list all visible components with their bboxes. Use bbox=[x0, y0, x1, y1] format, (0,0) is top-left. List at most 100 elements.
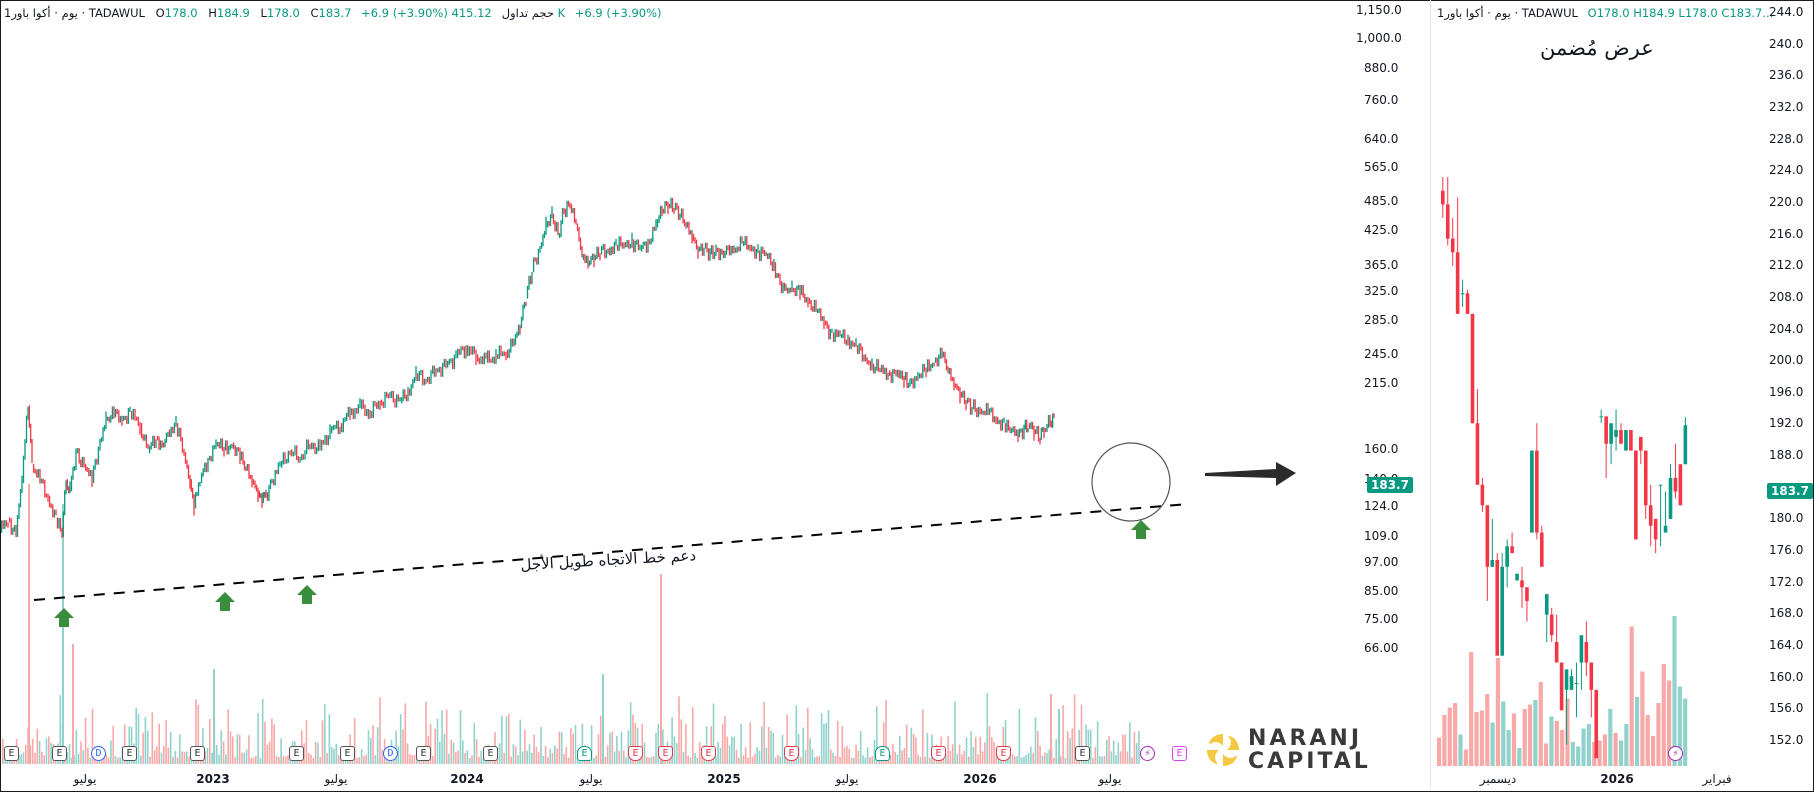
price-tick: 565.0 bbox=[1364, 160, 1399, 174]
embedded-legend: 1يوم · أكوا باور · TADAWUL O178.0 H184.9… bbox=[1437, 6, 1773, 20]
price-tick: 216.0 bbox=[1769, 227, 1804, 241]
time-tick: 2025 bbox=[707, 772, 741, 786]
earnings-event-icon[interactable]: E bbox=[784, 746, 799, 761]
open-label: O bbox=[155, 6, 165, 20]
embedded-chart-canvas[interactable] bbox=[1431, 0, 1814, 790]
time-tick: يوليو bbox=[1098, 772, 1122, 786]
price-tick: 208.0 bbox=[1769, 290, 1804, 304]
time-tick: ديسمبر bbox=[1479, 772, 1517, 786]
earnings-event-icon[interactable]: E bbox=[1172, 746, 1187, 761]
price-tick: 245.0 bbox=[1364, 347, 1399, 361]
price-tick: 365.0 bbox=[1364, 258, 1399, 272]
price-tick: 172.0 bbox=[1769, 575, 1804, 589]
price-tick: 152.0 bbox=[1769, 733, 1804, 747]
time-tick: 2024 bbox=[450, 772, 484, 786]
change-value: +6.9 (+3.90%) bbox=[361, 6, 448, 20]
earnings-event-icon[interactable]: E bbox=[658, 746, 673, 761]
low-value: 178.0 bbox=[266, 6, 300, 20]
price-tick: 232.0 bbox=[1769, 100, 1804, 114]
price-tick: 240.0 bbox=[1769, 37, 1804, 51]
dividend-event-icon[interactable]: D bbox=[383, 746, 398, 761]
logo-line1: NARANJ bbox=[1248, 726, 1363, 751]
price-tick: 196.0 bbox=[1769, 385, 1804, 399]
high-label: H bbox=[208, 6, 217, 20]
earnings-event-icon[interactable]: E bbox=[289, 746, 304, 761]
earnings-event-icon[interactable]: E bbox=[190, 746, 205, 761]
earnings-event-icon[interactable]: E bbox=[577, 746, 592, 761]
earnings-event-icon[interactable]: E bbox=[340, 746, 355, 761]
price-tick: 425.0 bbox=[1364, 223, 1399, 237]
support-arrow-icon bbox=[297, 585, 317, 604]
price-tick: 200.0 bbox=[1769, 353, 1804, 367]
embedded-last-price-tag: 183.7 bbox=[1767, 483, 1813, 499]
volume-value: 415.12 K bbox=[451, 6, 566, 20]
price-tick: 168.0 bbox=[1769, 606, 1804, 620]
main-legend: 1يوم · أكوا باور · TADAWUL O178.0 H184.9… bbox=[4, 6, 662, 20]
price-tick: 204.0 bbox=[1769, 322, 1804, 336]
time-tick: 2026 bbox=[1600, 772, 1634, 786]
lightning-event-icon[interactable]: ⚡ bbox=[1140, 746, 1155, 761]
dividend-event-icon[interactable]: D bbox=[91, 746, 106, 761]
price-tick: 760.0 bbox=[1364, 93, 1399, 107]
logo-line2: CAPITAL bbox=[1248, 749, 1371, 774]
time-tick: يوليو bbox=[835, 772, 859, 786]
price-tick: 325.0 bbox=[1364, 284, 1399, 298]
highlight-circle[interactable] bbox=[1091, 442, 1171, 522]
naranj-capital-logo: NARANJ CAPITAL bbox=[1204, 726, 1371, 774]
price-tick: 285.0 bbox=[1364, 313, 1399, 327]
interval-label[interactable]: 1يوم bbox=[4, 6, 78, 20]
price-tick: 212.0 bbox=[1769, 258, 1804, 272]
price-tick: 228.0 bbox=[1769, 132, 1804, 146]
earnings-event-icon[interactable]: E bbox=[931, 746, 946, 761]
earnings-event-icon[interactable]: E bbox=[483, 746, 498, 761]
main-chart-canvas[interactable] bbox=[0, 0, 1430, 790]
price-tick: 160.0 bbox=[1364, 442, 1399, 456]
price-tick: 224.0 bbox=[1769, 163, 1804, 177]
last-price-tag: 183.7 bbox=[1367, 477, 1413, 493]
price-tick: 880.0 bbox=[1364, 61, 1399, 75]
lightning-event-icon[interactable]: ⚡ bbox=[1668, 746, 1683, 761]
price-tick: 180.0 bbox=[1769, 511, 1804, 525]
high-value: 184.9 bbox=[216, 6, 250, 20]
time-tick: 2026 bbox=[963, 772, 997, 786]
earnings-event-icon[interactable]: E bbox=[628, 746, 643, 761]
volume-change-value: +6.9 (+3.90%) bbox=[574, 6, 662, 20]
price-tick: 109.0 bbox=[1364, 529, 1399, 543]
earnings-event-icon[interactable]: E bbox=[52, 746, 67, 761]
earnings-event-icon[interactable]: E bbox=[1075, 746, 1090, 761]
earnings-event-icon[interactable]: E bbox=[416, 746, 431, 761]
embedded-view-title: عرض مُضمن bbox=[1540, 36, 1654, 60]
price-tick: 640.0 bbox=[1364, 132, 1399, 146]
price-tick: 236.0 bbox=[1769, 68, 1804, 82]
price-tick: 485.0 bbox=[1364, 194, 1399, 208]
earnings-event-icon[interactable]: E bbox=[4, 746, 19, 761]
open-value: 178.0 bbox=[164, 6, 198, 20]
logo-swirl-icon bbox=[1207, 734, 1239, 766]
time-tick: يوليو bbox=[579, 772, 603, 786]
price-tick: 75.00 bbox=[1364, 612, 1399, 626]
earnings-event-icon[interactable]: E bbox=[122, 746, 137, 761]
pointer-arrow-icon[interactable] bbox=[1205, 462, 1296, 486]
price-tick: 164.0 bbox=[1769, 638, 1804, 652]
price-tick: 66.00 bbox=[1364, 641, 1399, 655]
earnings-event-icon[interactable]: E bbox=[875, 746, 890, 761]
price-tick: 215.0 bbox=[1364, 376, 1399, 390]
price-tick: 1,000.0 bbox=[1356, 31, 1402, 45]
embedded-symbol-label[interactable]: 1يوم · أكوا باور · TADAWUL bbox=[1437, 6, 1578, 20]
time-tick: 2023 bbox=[196, 772, 230, 786]
time-tick: يوليو bbox=[73, 772, 97, 786]
support-arrow-icon bbox=[215, 592, 235, 611]
price-tick: 156.0 bbox=[1769, 701, 1804, 715]
main-chart-pane[interactable]: 1يوم · أكوا باور · TADAWUL O178.0 H184.9… bbox=[0, 0, 1430, 790]
earnings-event-icon[interactable]: E bbox=[996, 746, 1011, 761]
price-tick: 188.0 bbox=[1769, 448, 1804, 462]
price-tick: 85.00 bbox=[1364, 584, 1399, 598]
close-value: 183.7 bbox=[318, 6, 352, 20]
price-tick: 124.0 bbox=[1364, 499, 1399, 513]
time-tick: فبراير bbox=[1702, 772, 1732, 786]
earnings-event-icon[interactable]: E bbox=[701, 746, 716, 761]
support-arrow-icon bbox=[1131, 520, 1151, 539]
embedded-view-pane[interactable]: 1يوم · أكوا باور · TADAWUL O178.0 H184.9… bbox=[1430, 0, 1814, 790]
symbol-name[interactable]: أكوا باور bbox=[11, 6, 51, 20]
price-tick: 176.0 bbox=[1769, 543, 1804, 557]
